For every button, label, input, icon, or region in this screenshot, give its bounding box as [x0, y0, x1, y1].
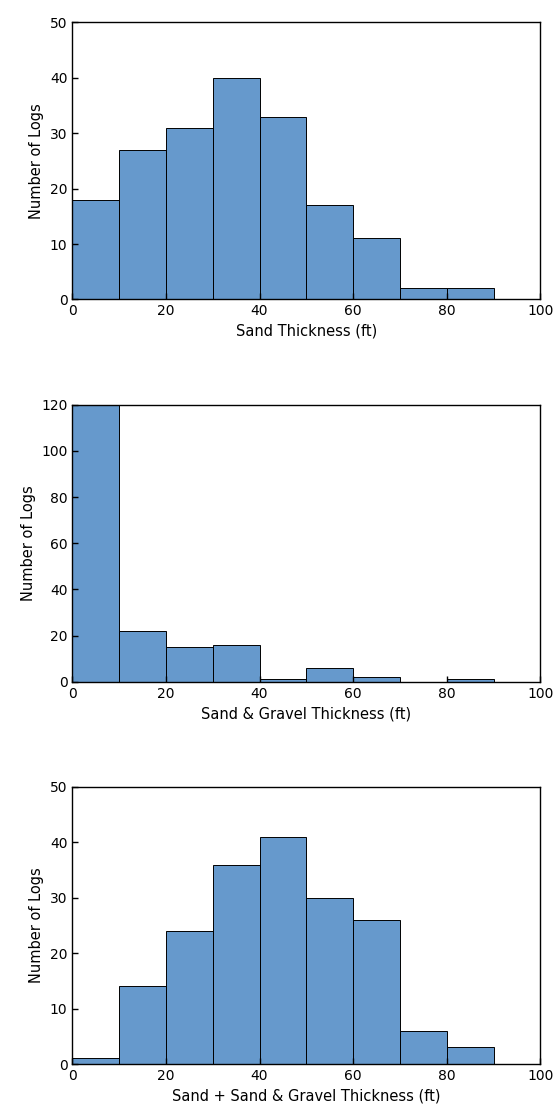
Bar: [119, 987, 166, 1064]
Bar: [72, 1058, 119, 1064]
Bar: [119, 631, 166, 682]
Bar: [400, 1030, 447, 1064]
Bar: [166, 931, 213, 1064]
X-axis label: Sand & Gravel Thickness (ft): Sand & Gravel Thickness (ft): [201, 706, 412, 721]
Bar: [72, 199, 119, 299]
Bar: [353, 920, 400, 1064]
Bar: [306, 898, 353, 1064]
Bar: [72, 404, 119, 682]
Bar: [260, 116, 306, 299]
Bar: [447, 1047, 494, 1064]
Bar: [306, 668, 353, 682]
Bar: [260, 837, 306, 1064]
X-axis label: Sand Thickness (ft): Sand Thickness (ft): [236, 324, 377, 339]
Bar: [119, 150, 166, 299]
Bar: [260, 680, 306, 682]
Bar: [213, 865, 260, 1064]
Bar: [213, 645, 260, 682]
Y-axis label: Number of Logs: Number of Logs: [21, 485, 36, 601]
Bar: [166, 647, 213, 682]
Bar: [447, 680, 494, 682]
Bar: [213, 77, 260, 299]
Bar: [353, 678, 400, 682]
Bar: [353, 239, 400, 299]
X-axis label: Sand + Sand & Gravel Thickness (ft): Sand + Sand & Gravel Thickness (ft): [172, 1089, 441, 1103]
Bar: [166, 128, 213, 299]
Bar: [306, 205, 353, 299]
Y-axis label: Number of Logs: Number of Logs: [30, 103, 45, 218]
Y-axis label: Number of Logs: Number of Logs: [30, 868, 45, 983]
Bar: [447, 288, 494, 299]
Bar: [400, 288, 447, 299]
